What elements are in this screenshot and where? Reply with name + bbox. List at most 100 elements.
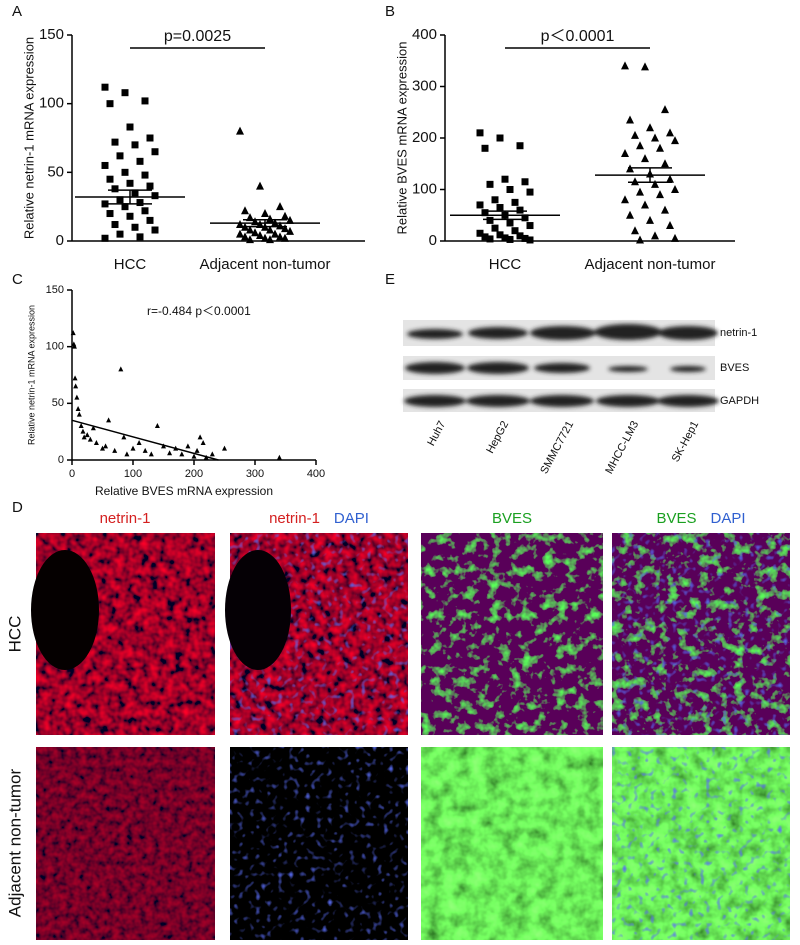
y-tick-label: 200 bbox=[412, 129, 437, 146]
data-point bbox=[141, 207, 149, 215]
data-point bbox=[121, 168, 129, 176]
data-point bbox=[631, 226, 639, 235]
annotation: p=0.0025 bbox=[164, 28, 231, 45]
data-point bbox=[266, 235, 274, 244]
y-tick-label: 150 bbox=[39, 26, 64, 43]
data-point bbox=[72, 375, 78, 381]
data-point bbox=[81, 434, 87, 440]
data-point bbox=[236, 229, 244, 238]
data-point bbox=[626, 115, 634, 124]
x-tick-label: 400 bbox=[307, 468, 325, 480]
data-point bbox=[276, 454, 282, 460]
data-point bbox=[651, 231, 659, 240]
error-bar bbox=[243, 218, 287, 228]
data-point bbox=[197, 434, 203, 440]
x-tick-label: 0 bbox=[69, 468, 75, 480]
data-point bbox=[118, 366, 124, 372]
data-point bbox=[666, 128, 674, 137]
data-point bbox=[78, 423, 84, 428]
data-point bbox=[506, 235, 514, 243]
data-point bbox=[141, 97, 149, 105]
data-point bbox=[101, 161, 109, 169]
band bbox=[405, 362, 465, 374]
netrin-image bbox=[36, 747, 215, 940]
data-point bbox=[103, 443, 109, 449]
y-tick-label: 50 bbox=[52, 397, 64, 409]
annotation: p＜0.0001 bbox=[541, 28, 615, 45]
header-word: netrin-1 bbox=[100, 510, 151, 527]
data-point bbox=[251, 228, 259, 237]
y-axis-label: Relative netrin-1 mRNA expression bbox=[21, 37, 36, 239]
data-point bbox=[276, 221, 284, 230]
band bbox=[404, 395, 466, 407]
data-point bbox=[101, 234, 109, 242]
data-point bbox=[179, 451, 185, 457]
band bbox=[596, 395, 660, 407]
data-point bbox=[261, 233, 269, 242]
data-point bbox=[521, 178, 529, 186]
band bbox=[530, 326, 596, 340]
data-point bbox=[506, 186, 514, 193]
data-point bbox=[286, 215, 294, 224]
data-point bbox=[646, 123, 654, 132]
data-point bbox=[136, 233, 144, 241]
data-point bbox=[521, 214, 529, 222]
data-point bbox=[241, 232, 249, 241]
data-point bbox=[76, 411, 82, 417]
data-point bbox=[121, 203, 129, 211]
y-tick-label: 100 bbox=[412, 180, 437, 197]
y-tick-label: 50 bbox=[47, 163, 64, 180]
data-point bbox=[496, 204, 504, 212]
bves-image bbox=[421, 533, 603, 735]
data-point bbox=[146, 182, 154, 190]
header-word: BVES bbox=[656, 510, 696, 527]
data-point bbox=[526, 188, 534, 196]
error-bar bbox=[628, 167, 672, 184]
y-tick-label: 100 bbox=[39, 95, 64, 112]
blot-row-label: BVES bbox=[720, 362, 749, 374]
band bbox=[670, 366, 706, 372]
data-point bbox=[154, 423, 160, 428]
data-point bbox=[131, 223, 139, 231]
data-point bbox=[146, 216, 154, 224]
data-point bbox=[241, 206, 249, 215]
blot-row-label: GAPDH bbox=[720, 395, 759, 407]
data-point bbox=[281, 233, 289, 242]
data-point bbox=[167, 450, 173, 456]
data-point bbox=[626, 210, 634, 219]
data-point bbox=[661, 105, 669, 114]
data-point bbox=[112, 447, 118, 453]
data-point bbox=[75, 406, 81, 411]
data-point bbox=[281, 224, 289, 233]
y-tick-label: 300 bbox=[412, 77, 437, 94]
data-point bbox=[636, 235, 644, 244]
data-point bbox=[666, 221, 674, 230]
data-point bbox=[261, 209, 269, 218]
y-tick-label: 0 bbox=[58, 454, 64, 466]
x-tick-label: 100 bbox=[124, 468, 142, 480]
data-point bbox=[106, 100, 114, 108]
data-point bbox=[101, 83, 109, 91]
data-point bbox=[651, 179, 659, 188]
data-point bbox=[151, 192, 159, 200]
dapi-overlay bbox=[612, 747, 790, 940]
data-point bbox=[136, 440, 142, 445]
x-axis-label: Relative BVES mRNA expression bbox=[95, 484, 273, 498]
band bbox=[657, 395, 719, 407]
data-point bbox=[526, 236, 534, 244]
column-header: netrin-1 bbox=[100, 510, 151, 527]
data-point bbox=[486, 235, 494, 243]
data-point bbox=[496, 134, 504, 142]
data-point bbox=[271, 229, 279, 238]
data-point bbox=[131, 141, 139, 149]
data-point bbox=[93, 440, 99, 445]
data-point bbox=[631, 177, 639, 186]
data-point bbox=[131, 189, 139, 197]
data-point bbox=[651, 133, 659, 142]
lane-label: SK-Hep1 bbox=[670, 419, 702, 464]
data-point bbox=[661, 159, 669, 168]
data-point bbox=[141, 171, 149, 179]
data-point bbox=[87, 436, 93, 442]
data-point bbox=[121, 89, 129, 97]
error-bar bbox=[483, 210, 527, 221]
